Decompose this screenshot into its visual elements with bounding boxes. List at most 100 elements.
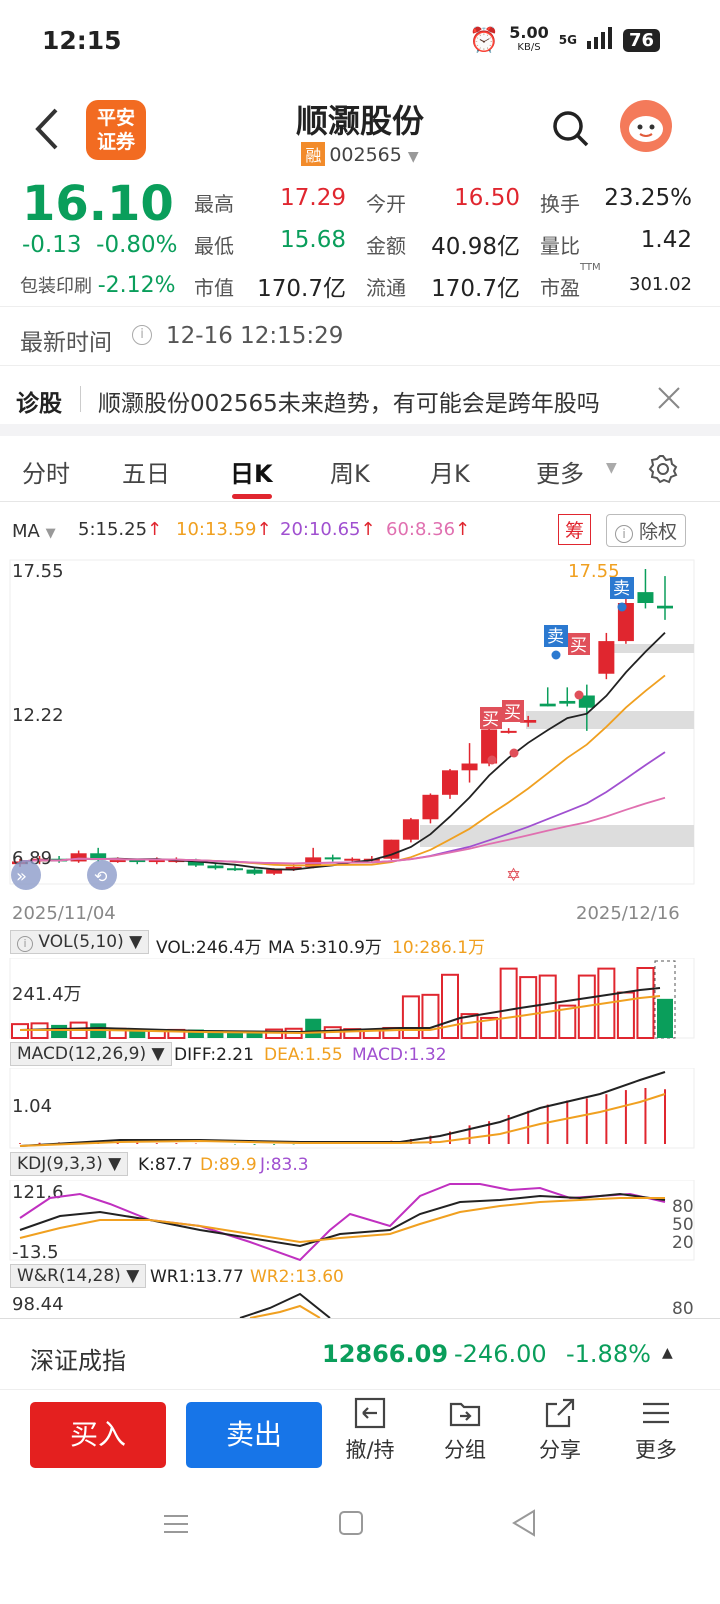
trade-bar: 买入 卖出 撤/持 分组 分享 更多 xyxy=(0,1392,720,1484)
search-icon[interactable] xyxy=(550,108,590,148)
kline-chart[interactable]: 17.55 12.22 6.89 17.55 买 买 卖 买 卖 ✡ » ⟲ 2… xyxy=(0,555,720,930)
share-button[interactable]: 分享 xyxy=(520,1396,600,1464)
vol-ma5-line xyxy=(19,987,661,1034)
close-icon[interactable] xyxy=(657,386,681,410)
info-icon: i xyxy=(615,525,633,543)
ma60-value: 60:8.36↑ xyxy=(386,519,471,540)
home-icon[interactable] xyxy=(338,1510,364,1536)
chevron-up-icon[interactable]: ▲ xyxy=(662,1345,673,1361)
stock-code-row[interactable]: 融 002565 ▼ xyxy=(0,142,720,166)
kdj-k-line xyxy=(19,1192,666,1248)
recent-apps-icon[interactable] xyxy=(162,1510,190,1538)
cancel-hold-button[interactable]: 撤/持 xyxy=(330,1396,410,1464)
sell-marker[interactable]: 卖 xyxy=(544,625,568,647)
update-label: 最新时间 xyxy=(20,330,112,356)
index-name: 深证成指 xyxy=(30,1347,126,1375)
tab-daily-k[interactable]: 日K xyxy=(230,460,273,488)
kdj-selector[interactable]: KDJ(9,3,3) ▼ xyxy=(10,1152,129,1176)
index-bar[interactable]: 深证成指 12866.09 -246.00 -1.88% ▲ xyxy=(0,1318,720,1390)
chevron-down-icon: ▼ xyxy=(407,149,419,165)
wr-selector[interactable]: W&R(14,28) ▼ xyxy=(10,1264,147,1288)
candle xyxy=(657,576,673,620)
expand-left-icon[interactable]: » xyxy=(11,860,41,890)
vol-value: VOL:246.4万 xyxy=(156,938,262,958)
ex-rights-button[interactable]: i 除权 xyxy=(606,514,687,547)
share-icon xyxy=(545,1398,575,1428)
buy-button[interactable]: 买入 xyxy=(30,1402,166,1468)
buy-marker[interactable]: 买 xyxy=(480,707,502,730)
svg-text:卖: 卖 xyxy=(613,579,630,599)
gear-icon[interactable] xyxy=(648,454,678,484)
tab-monthly-k[interactable]: 月K xyxy=(430,460,470,488)
back-nav-icon[interactable] xyxy=(510,1508,538,1538)
vol-header: i VOL(5,10) ▼ VOL:246.4万 MA 5:310.9万 10:… xyxy=(0,930,720,958)
volume-bar xyxy=(657,998,673,1038)
svg-text:»: » xyxy=(16,866,27,887)
tab-five-day[interactable]: 五日 xyxy=(122,460,170,488)
signal-dot xyxy=(617,602,627,612)
volume-chart[interactable]: 241.4万 xyxy=(0,958,720,1040)
status-bar: 12:15 ⏰ 5.00 KB/S 5G 76 xyxy=(0,0,720,80)
volume-bar xyxy=(441,973,459,1039)
diagnose-text: 顺灏股份002565未来趋势，有可能会是跨年股吗 xyxy=(98,391,600,417)
more-button[interactable]: 更多 xyxy=(616,1396,696,1464)
signal-icon xyxy=(586,27,613,53)
chip-button[interactable]: 筹 xyxy=(558,514,592,545)
macd-selector[interactable]: MACD(12,26,9) ▼ xyxy=(10,1042,172,1066)
tab-intraday[interactable]: 分时 xyxy=(22,460,70,488)
date-end: 2025/12/16 xyxy=(576,903,680,924)
diagnose-banner[interactable]: 诊股 顺灏股份002565未来趋势，有可能会是跨年股吗 xyxy=(0,366,720,432)
price-zone xyxy=(612,644,694,653)
candle xyxy=(442,768,458,799)
info-icon[interactable]: i xyxy=(132,325,152,345)
wr-axis: 98.44 xyxy=(12,1294,64,1315)
candle xyxy=(539,687,556,707)
sector-change[interactable]: 包装印刷 -2.12% xyxy=(20,273,176,298)
candle xyxy=(559,687,576,707)
battery-icon: 76 xyxy=(622,28,660,52)
field-label: 最高 xyxy=(194,192,234,216)
macd-chart[interactable]: 1.04 xyxy=(0,1068,720,1150)
buy-marker[interactable]: 买 xyxy=(568,633,590,656)
group-button[interactable]: 分组 xyxy=(425,1396,505,1464)
date-start: 2025/11/04 xyxy=(12,903,116,924)
sell-marker[interactable]: 卖 xyxy=(610,577,634,599)
kdj-k: K:87.7 xyxy=(138,1155,193,1175)
y-axis-mid: 12.22 xyxy=(12,705,64,726)
wr1-value: WR1:13.77 xyxy=(150,1267,244,1287)
field-value: 1.42 xyxy=(640,227,692,253)
tab-indicator xyxy=(232,494,272,499)
cancel-icon xyxy=(354,1397,386,1429)
menu-icon xyxy=(643,1402,669,1424)
svg-text:买: 买 xyxy=(482,710,499,730)
volume-bar xyxy=(636,967,655,1039)
candle xyxy=(637,569,654,609)
candle xyxy=(70,850,87,863)
kdj-ref-80: 80 xyxy=(672,1197,694,1217)
y-axis-high: 17.55 xyxy=(12,561,64,582)
reset-icon[interactable]: ⟲ xyxy=(87,860,117,890)
buy-marker[interactable]: 买 xyxy=(502,700,524,723)
field-value: 301.02 xyxy=(629,274,692,295)
index-pct: -1.88% xyxy=(566,1340,651,1368)
tab-weekly-k[interactable]: 周K xyxy=(330,460,370,488)
sell-button[interactable]: 卖出 xyxy=(186,1402,322,1468)
vol-selector[interactable]: i VOL(5,10) ▼ xyxy=(10,930,150,954)
ttm-label: TTM xyxy=(580,262,601,273)
ma60-line xyxy=(19,796,666,865)
ma-selector[interactable]: MA ▼ xyxy=(12,521,56,542)
index-change: -246.00 xyxy=(454,1340,547,1368)
kdj-chart[interactable]: 121.6 -13.5 80 50 20 xyxy=(0,1180,720,1262)
wr-chart[interactable]: 98.44 80 xyxy=(0,1292,720,1318)
field-value: 16.50 xyxy=(454,185,520,211)
back-icon[interactable] xyxy=(30,106,66,152)
volume-bar xyxy=(558,1004,577,1039)
alarm-icon: ⏰ xyxy=(469,26,500,54)
avatar[interactable] xyxy=(620,100,672,152)
macd-diff-line xyxy=(19,1071,666,1147)
folder-icon xyxy=(449,1402,481,1427)
volume-bar xyxy=(227,1030,243,1038)
update-time-row: 最新时间 i 12-16 12:15:29 xyxy=(0,306,720,366)
header: 平安 证券 顺灏股份 融 002565 ▼ xyxy=(0,90,720,176)
tab-more[interactable]: 更多 xyxy=(536,460,584,488)
